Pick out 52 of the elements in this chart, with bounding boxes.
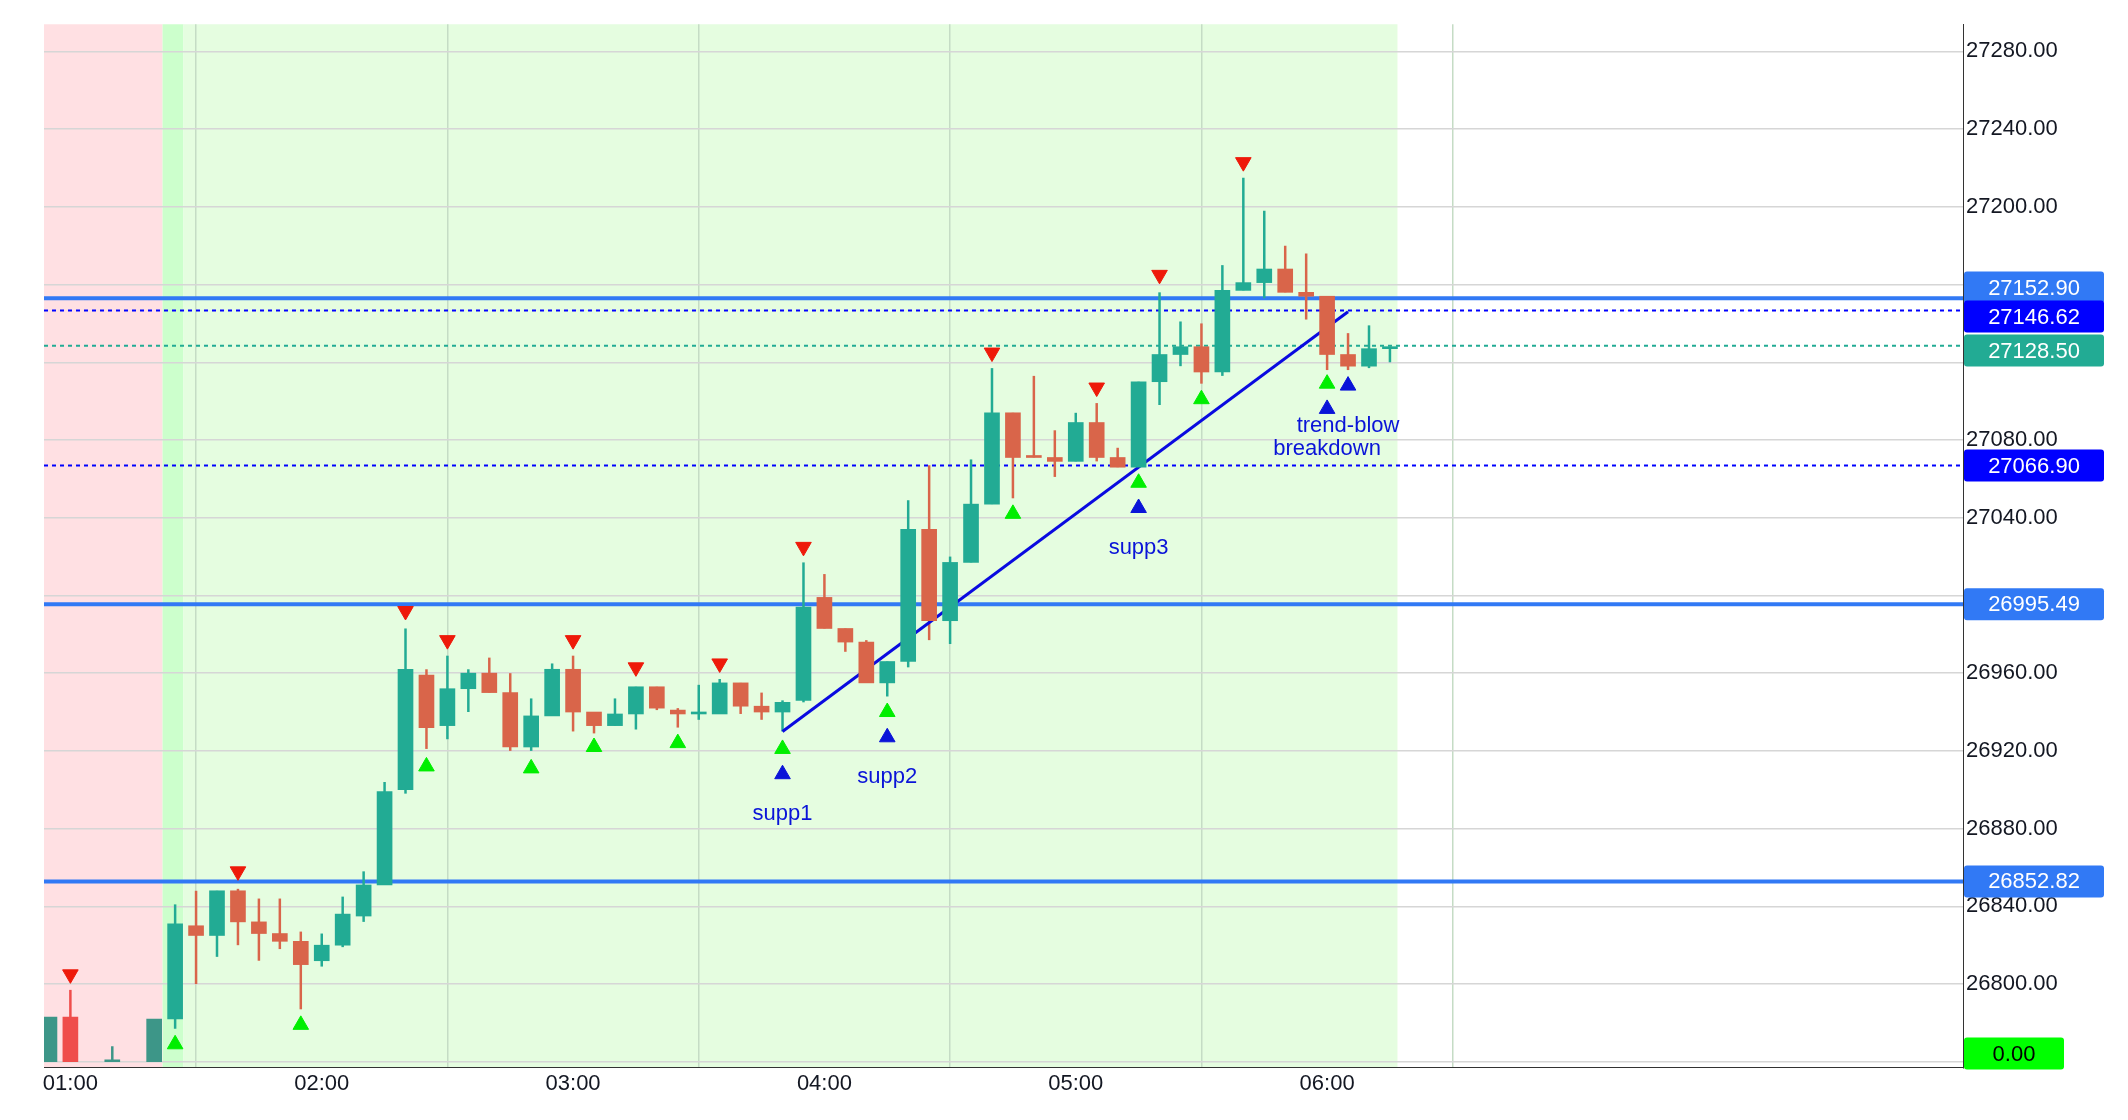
- candlestick: [774, 699, 791, 733]
- candlestick: [1298, 252, 1314, 321]
- annotation: supp2: [857, 763, 918, 789]
- candlestick: [481, 656, 498, 694]
- candlestick: [272, 897, 288, 951]
- annotation: supp3: [1108, 534, 1169, 560]
- candlestick: [607, 697, 623, 727]
- candlestick: [669, 706, 686, 729]
- ref-line-label: 27066.90: [1988, 452, 2080, 478]
- candlestick: [1277, 244, 1294, 294]
- candlestick: [1046, 429, 1063, 479]
- ref-line-label: 27146.62: [1988, 303, 2080, 329]
- y-tick-label: 27200.00: [1966, 192, 2058, 218]
- candlestick: [188, 889, 204, 986]
- candlestick: [1256, 209, 1273, 300]
- y-tick-label: 27240.00: [1966, 115, 2058, 141]
- y-tick-label: 26960.00: [1966, 659, 2058, 685]
- y-tick-label: 27040.00: [1966, 503, 2058, 529]
- candlestick: [313, 932, 330, 968]
- candlestick: [104, 1044, 121, 1064]
- x-tick-label: 05:00: [1048, 1069, 1104, 1095]
- annotation: breakdown: [1273, 434, 1381, 460]
- ref-line-label: 26852.82: [1988, 868, 2080, 894]
- candlestick: [837, 627, 854, 654]
- x-tick-label: 06:00: [1299, 1069, 1355, 1095]
- y-tick-label: 26920.00: [1966, 736, 2058, 762]
- x-tick-label: 03:00: [545, 1069, 601, 1095]
- x-tick-label: 01:00: [42, 1069, 98, 1095]
- candlestick: [1109, 446, 1126, 469]
- x-tick-label: 02:00: [294, 1069, 350, 1095]
- x-tick-label: 04:00: [796, 1069, 852, 1095]
- candlestick: [649, 685, 665, 712]
- text: 0.00: [1992, 1040, 2036, 1066]
- candlestick: [879, 660, 896, 698]
- annotation: trend-blow: [1296, 411, 1400, 437]
- candlestick: [1026, 374, 1042, 459]
- y-tick-label: 27280.00: [1966, 37, 2058, 63]
- y-tick-label: 26880.00: [1966, 814, 2058, 840]
- y-tick-label: 27080.00: [1966, 426, 2058, 452]
- ref-line-label: 27152.90: [1988, 274, 2080, 300]
- candlestick: [251, 897, 267, 962]
- candlestick: [1235, 176, 1252, 292]
- candlestick: [292, 930, 309, 1011]
- candlestick: [732, 681, 749, 716]
- y-tick-label: 26800.00: [1966, 970, 2058, 996]
- ref-line-label: 26995.49: [1988, 591, 2080, 617]
- candlestick: [1340, 331, 1356, 372]
- candlestick: [586, 710, 602, 735]
- candlestick: [460, 668, 477, 714]
- annotation: supp1: [752, 800, 813, 826]
- ref-line-label: 27128.50: [1988, 337, 2080, 363]
- y-tick-label: 26840.00: [1966, 892, 2058, 918]
